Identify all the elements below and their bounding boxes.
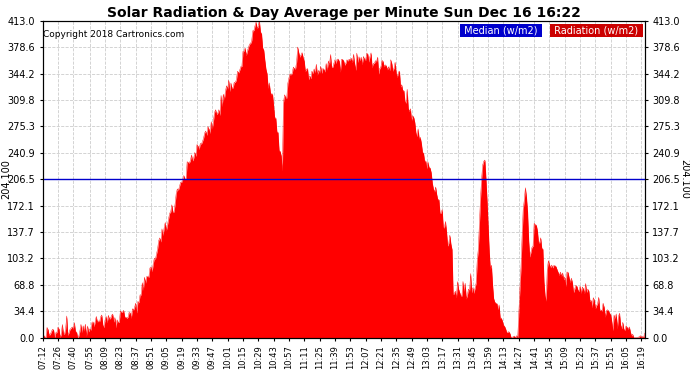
Text: 204.100: 204.100 (1, 159, 12, 199)
Text: 204.100: 204.100 (679, 159, 689, 199)
Text: Radiation (w/m2): Radiation (w/m2) (551, 26, 642, 36)
Title: Solar Radiation & Day Average per Minute Sun Dec 16 16:22: Solar Radiation & Day Average per Minute… (107, 6, 580, 20)
Text: Copyright 2018 Cartronics.com: Copyright 2018 Cartronics.com (43, 30, 184, 39)
Text: Median (w/m2): Median (w/m2) (461, 26, 541, 36)
